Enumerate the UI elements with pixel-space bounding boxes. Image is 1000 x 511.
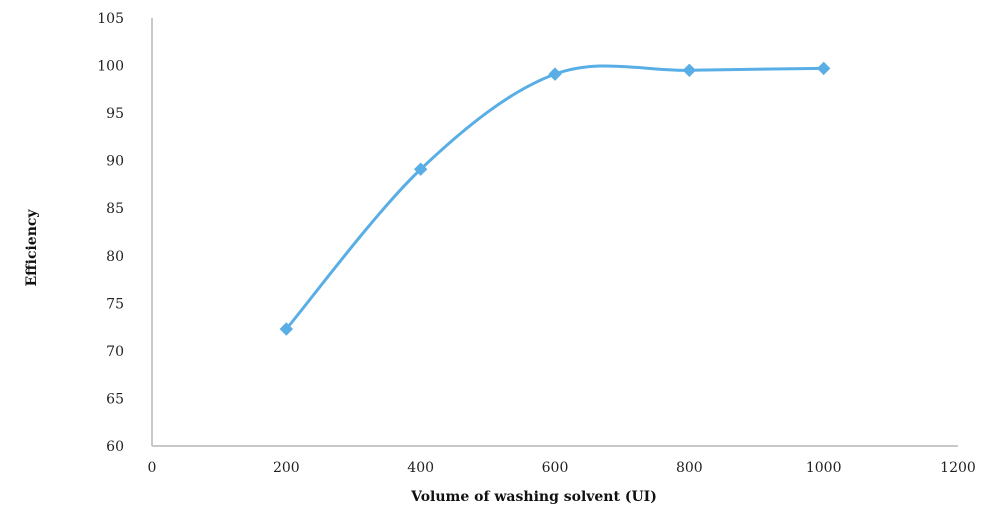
y-tick-label: 100 xyxy=(97,59,124,75)
y-tick-label: 60 xyxy=(106,439,124,455)
data-point-marker xyxy=(413,162,428,176)
data-series xyxy=(279,61,831,336)
y-tick-label: 105 xyxy=(97,11,124,27)
y-tick-label: 95 xyxy=(106,106,124,122)
y-tick-label: 75 xyxy=(106,296,124,312)
data-point-marker xyxy=(682,63,697,78)
y-tick-label: 90 xyxy=(106,154,124,170)
y-tick-label: 80 xyxy=(106,249,124,265)
axes xyxy=(151,18,958,447)
y-axis-title: Efficiency xyxy=(24,209,40,287)
x-tick-label: 800 xyxy=(676,460,703,476)
x-tick-label: 1200 xyxy=(940,460,976,476)
y-tick-label: 70 xyxy=(106,344,124,360)
data-point-marker xyxy=(279,322,294,336)
x-tick-label: 600 xyxy=(542,460,569,476)
x-tick-label: 200 xyxy=(273,460,300,476)
data-point-marker xyxy=(816,61,831,76)
x-axis-title: Volume of washing solvent (UI) xyxy=(410,489,657,505)
y-tick-label: 85 xyxy=(106,201,124,217)
y-axis-tick-labels: 60 65 70 75 80 85 90 95 100 105 xyxy=(97,11,124,455)
series-line xyxy=(284,64,826,331)
x-tick-label: 1000 xyxy=(806,460,842,476)
x-tick-label: 400 xyxy=(407,460,434,476)
data-point-marker xyxy=(548,67,562,81)
x-tick-label: 0 xyxy=(148,460,157,476)
y-tick-label: 65 xyxy=(106,391,124,407)
x-axis-tick-labels: 0 200 400 600 800 1000 1200 xyxy=(148,460,976,476)
